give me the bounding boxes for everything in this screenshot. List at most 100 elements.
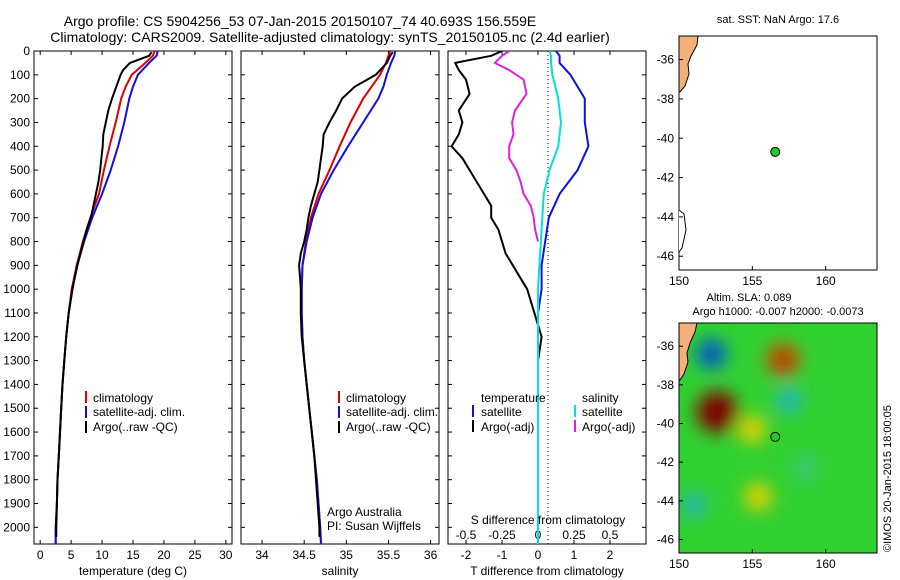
pi-annotation: PI: Susan Wijffels <box>327 519 421 533</box>
salinity-panel: 34 34.5 35 35.5 36 salinity climatology sate… <box>240 50 440 578</box>
map-y-tick-label: -44 <box>657 210 675 224</box>
x-tick-label: 1 <box>571 548 578 562</box>
sla-anomaly <box>682 493 706 517</box>
x-tick-label: 36 <box>424 548 438 562</box>
depth-tick-label: 1800 <box>3 473 30 487</box>
sla-anomaly <box>776 388 802 413</box>
sla-map-frame <box>678 322 878 554</box>
legend-satellite-adj: satellite-adj. clim. <box>93 405 185 419</box>
difference-lines <box>450 51 590 544</box>
difference-panel: -2 -1 0 1 2 -0.5 -0.25 0 0.25 0.5 S difference f… <box>447 50 647 578</box>
salinity-depth-ticks <box>241 50 439 528</box>
x-tick-label: 20 <box>157 548 171 562</box>
map-y-tick-label: -46 <box>657 532 675 546</box>
x-tick-label: 35 <box>340 548 354 562</box>
salinity-xlabel: salinity <box>322 564 359 578</box>
map-y-tick-label: -40 <box>657 131 675 145</box>
depth-tick-label: 1200 <box>3 330 30 344</box>
sla-anomaly-field <box>682 338 816 517</box>
legend-s-argo: Argo(-adj) <box>582 420 635 434</box>
depth-tick-label: 400 <box>10 139 30 153</box>
legend-salinity-title: salinity <box>582 391 619 405</box>
x-tick-label: 10 <box>95 548 109 562</box>
sla-map-ticks: 150 155 160 -36 -38 -40 -42 -44 -46 <box>657 339 836 571</box>
sla-anomaly-core <box>707 402 727 422</box>
depth-tick-label: 1900 <box>3 497 30 511</box>
map-x-tick-label: 150 <box>669 274 689 288</box>
map-y-tick-label: -38 <box>657 92 675 106</box>
map-x-tick-label: 150 <box>669 557 689 571</box>
s-tick-label: -0.25 <box>488 528 516 542</box>
x-tick-label: 2 <box>607 548 614 562</box>
legend-temperature-title: temperature <box>481 391 546 405</box>
map-x-tick-label: 155 <box>742 274 762 288</box>
figure-title-line1: Argo profile: CS 5904256_53 07-Jan-2015 … <box>64 13 537 29</box>
sla-anomaly-core <box>704 347 719 361</box>
map-y-tick-label: -36 <box>657 339 675 353</box>
temperature-panel: 0100200300400500600700800900100011001200… <box>3 44 233 578</box>
depth-tick-label: 1300 <box>3 354 30 368</box>
difference-legend: temperature salinity satellite Argo(-adj… <box>472 391 635 434</box>
sst-coastline-land <box>679 36 699 93</box>
depth-tick-label: 1100 <box>4 306 30 320</box>
depth-tick-label: 0 <box>23 44 30 58</box>
sla-anomaly <box>795 457 816 479</box>
depth-tick-label: 300 <box>10 115 30 129</box>
temperature-plot-frame <box>33 50 233 545</box>
map-y-tick-label: -42 <box>657 171 675 185</box>
argo-australia-annotation: Argo Australia <box>327 505 402 519</box>
difference-plot-frame <box>447 50 647 545</box>
x-tick-label: 35.5 <box>377 548 401 562</box>
depth-tick-label: 600 <box>10 187 30 201</box>
t-difference-xlabel: T difference from climatology <box>470 564 624 578</box>
temperature-legend: climatology satellite-adj. clim. Argo(..… <box>85 391 185 434</box>
legend-s-satellite: satellite <box>582 405 623 419</box>
depth-tick-label: 1500 <box>3 401 30 415</box>
temperature-xlabel: temperature (deg C) <box>79 564 187 578</box>
map-x-tick-label: 155 <box>742 557 762 571</box>
argo-position-marker <box>770 431 781 442</box>
x-tick-label: 15 <box>126 548 140 562</box>
sla-heatmap <box>679 323 877 553</box>
legend-t-argo: Argo(-adj) <box>481 420 534 434</box>
depth-tick-label: 1000 <box>3 282 30 296</box>
s-tick-label: 0.5 <box>602 528 619 542</box>
temperature-lines <box>54 51 159 544</box>
sst-map-ticks: 150 155 160 -36 -38 -40 -42 -44 -46 <box>657 53 836 288</box>
map-y-tick-label: -38 <box>657 378 675 392</box>
legend-argo: Argo(..raw -QC) <box>346 420 431 434</box>
map-y-tick-label: -40 <box>657 417 675 431</box>
depth-tick-label: 100 <box>10 68 30 82</box>
salinity-legend: climatology satellite-adj. clim. Argo(..… <box>338 391 438 434</box>
figure-title-line2: Climatology: CARS2009. Satellite-adjuste… <box>50 29 610 45</box>
difference-depth-ticks <box>448 50 646 528</box>
x-tick-label: -1 <box>497 548 508 562</box>
x-tick-label: -2 <box>461 548 472 562</box>
salinity-axis-ticks: 34 34.5 35 35.5 36 <box>255 51 438 562</box>
sla-map-title-line1: Altim. SLA: 0.089 <box>707 292 792 304</box>
salinity-lines <box>298 51 397 544</box>
sst-map-panel: sat. SST: NaN Argo: 17.6 150 155 160 -36 -38… <box>657 14 878 288</box>
sla-map-panel: Altim. SLA: 0.089 Argo h1000: -0.007 h20… <box>657 292 878 571</box>
depth-tick-label: 1400 <box>3 377 30 391</box>
x-tick-label: 34 <box>255 548 269 562</box>
depth-tick-label: 2000 <box>3 520 30 534</box>
legend-climatology: climatology <box>93 391 153 405</box>
sla-anomaly <box>738 415 766 443</box>
x-tick-label: 34.5 <box>293 548 317 562</box>
temperature-axis-ticks: 0 5 10 15 20 25 30 <box>37 51 233 562</box>
map-y-tick-label: -44 <box>657 494 675 508</box>
argo-position-marker <box>770 146 781 157</box>
legend-t-satellite: satellite <box>481 405 522 419</box>
depth-tick-label: 1600 <box>3 425 30 439</box>
x-tick-label: 0 <box>37 548 44 562</box>
s-difference-label: S difference from climatology <box>471 513 626 527</box>
t-difference-axis-ticks: -2 -1 0 1 2 <box>461 51 614 562</box>
x-tick-label: 25 <box>188 548 202 562</box>
series-line <box>537 51 562 544</box>
sla-anomaly <box>744 483 772 511</box>
sst-map-title: sat. SST: NaN Argo: 17.6 <box>717 14 839 26</box>
sst-coastline-south <box>679 209 687 253</box>
depth-tick-label: 1700 <box>3 449 30 463</box>
